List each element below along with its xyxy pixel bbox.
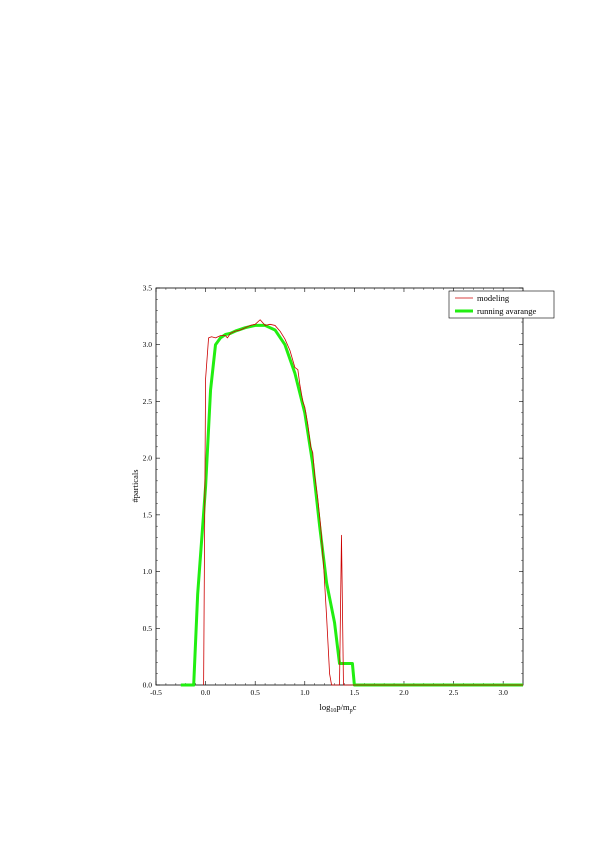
x-tick-label: 3.0 <box>498 688 508 697</box>
tick-layer: -0.5 0.0 0.5 1.0 1.5 2.0 2.5 3.00.00.51.01.52.0… <box>143 284 523 697</box>
y-tick-label: 2.5 <box>143 397 153 406</box>
y-tick-label: 3.5 <box>143 284 153 293</box>
y-axis-title: #particals <box>130 469 140 502</box>
series-line-modeling <box>203 319 523 686</box>
y-tick-label: 3.0 <box>143 340 153 349</box>
x-tick-label: -0.5 <box>150 688 162 697</box>
legend-label-running-average: running avarange <box>477 306 536 316</box>
legend-label-modeling: modeling <box>477 293 510 303</box>
x-tick-label: 0.0 <box>201 688 211 697</box>
plot-frame <box>155 287 524 686</box>
y-tick-label: 0.5 <box>143 624 153 633</box>
legend-box <box>448 290 555 319</box>
x-axis-title: log10p/mpc <box>320 702 357 714</box>
y-tick-label: 1.5 <box>143 510 153 519</box>
series-layer <box>180 319 523 687</box>
x-tick-label: 1.5 <box>350 688 360 697</box>
series-line-running-average <box>180 323 523 687</box>
legend: modeling running avarange <box>448 290 555 319</box>
y-tick-label: 0.0 <box>143 681 153 690</box>
y-tick-label: 1.0 <box>143 567 153 576</box>
x-tick-label: 1.0 <box>300 688 310 697</box>
y-tick-label: 2.0 <box>143 454 153 463</box>
x-tick-label: 2.5 <box>449 688 459 697</box>
x-tick-label: 0.5 <box>251 688 261 697</box>
x-tick-label: 2.0 <box>399 688 409 697</box>
